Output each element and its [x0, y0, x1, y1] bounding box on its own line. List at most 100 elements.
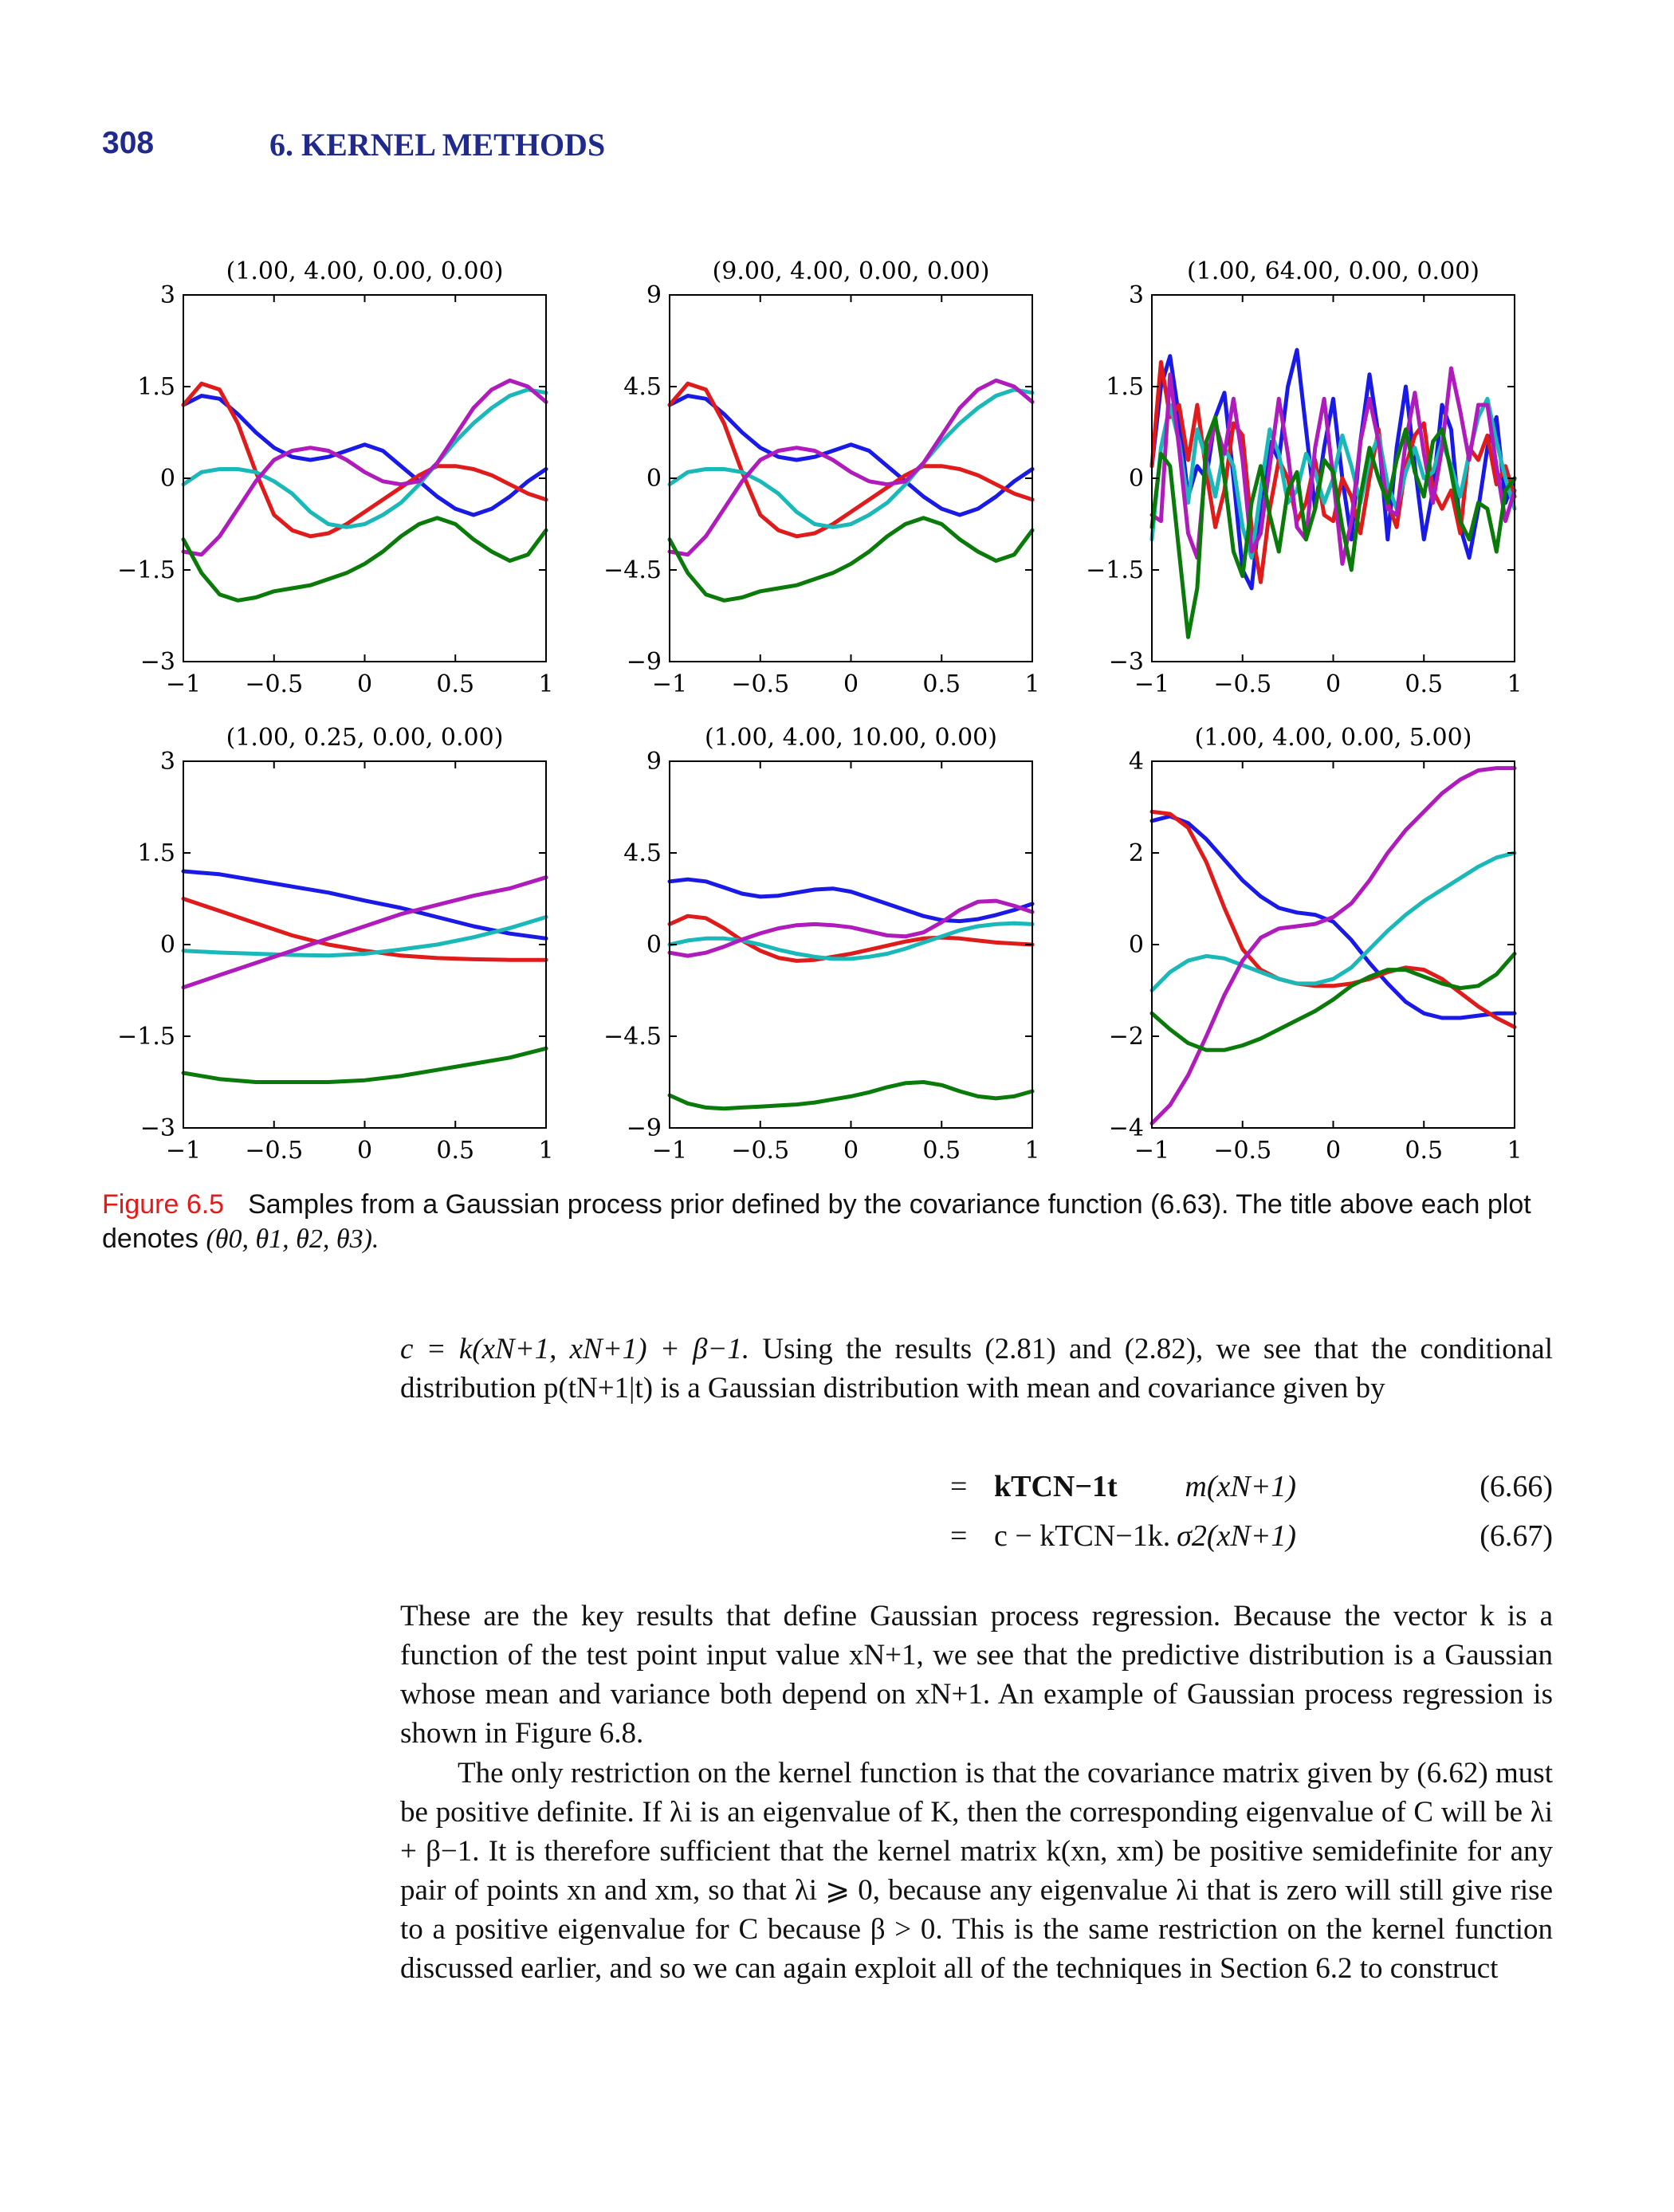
equation-number: (6.66) [1479, 1470, 1553, 1503]
y-tick-label: 1.5 [1106, 373, 1144, 401]
series-line [667, 921, 1035, 961]
y-tick-label: −1.5 [1086, 556, 1144, 584]
y-tick-label: 0 [1129, 465, 1144, 493]
paragraph-1-math: c = k(xN+1, xN+1) + β−1. [400, 1333, 750, 1365]
y-tick-label: −1.5 [117, 1023, 175, 1051]
x-tick-label: 1 [538, 670, 553, 698]
series-line [1149, 851, 1517, 992]
y-tick-label: −3 [1109, 648, 1144, 676]
series-line [181, 875, 548, 990]
y-tick-label: −2 [1109, 1023, 1144, 1051]
x-tick-label: −1 [652, 670, 687, 698]
plot-frame [1151, 760, 1515, 1129]
x-tick-label: −0.5 [245, 670, 303, 698]
paragraph-2: These are the key results that define Ga… [400, 1600, 1553, 1750]
series-line [667, 381, 1035, 539]
y-tick-label: −3 [140, 648, 175, 676]
x-tick-label: 0 [357, 670, 372, 698]
paragraph-1-text: Using the results (2.81) and (2.82), we … [400, 1333, 1553, 1405]
plot-frame [183, 760, 547, 1129]
x-tick-label: −1 [652, 1137, 687, 1165]
x-tick-label: −0.5 [1213, 1137, 1271, 1165]
y-tick-label: 4 [1129, 748, 1144, 776]
x-tick-label: −0.5 [1213, 670, 1271, 698]
figure-6-5: (1.00, 4.00, 0.00, 0.00) −1 −0.5 0 0.5 1 3 1.5 0… [117, 257, 1523, 1165]
series-line [667, 898, 1035, 958]
series-line [667, 877, 1035, 924]
chart-panel-6: (1.00, 4.00, 0.00, 5.00) −1 −0.5 0 0.5 1 4 2 0 −2… [1109, 724, 1523, 1165]
series-line [181, 516, 548, 603]
x-tick-label: 0 [357, 1137, 372, 1165]
equation-number: (6.67) [1479, 1519, 1553, 1553]
series-line [181, 1046, 548, 1084]
equation-lhs: m(xN+1) [1185, 1470, 1296, 1503]
y-tick-label: 0 [1129, 931, 1144, 959]
series-line [667, 1080, 1035, 1111]
x-tick-label: −1 [1134, 1137, 1169, 1165]
plot-frame [183, 294, 547, 662]
chart-title: (1.00, 4.00, 10.00, 0.00) [705, 724, 997, 752]
x-tick-label: −0.5 [731, 1137, 789, 1165]
x-tick-label: 1 [1507, 1137, 1522, 1165]
series-line [181, 394, 548, 517]
chart-title: (1.00, 64.00, 0.00, 0.00) [1187, 257, 1479, 285]
plot-frame [669, 294, 1033, 662]
y-tick-label: 0 [646, 465, 662, 493]
x-tick-label: −1 [166, 670, 201, 698]
x-tick-label: 0 [1326, 1137, 1341, 1165]
chart-title: (1.00, 4.00, 0.00, 0.00) [226, 257, 504, 285]
x-tick-label: 1 [1024, 1137, 1039, 1165]
x-tick-label: 0 [843, 670, 859, 698]
y-tick-label: 1.5 [137, 839, 175, 867]
x-tick-label: −0.5 [731, 670, 789, 698]
series-line [181, 915, 548, 958]
paragraph-3: The only restriction on the kernel funct… [400, 1757, 1553, 1985]
y-tick-label: 0 [646, 931, 662, 959]
series-line [667, 387, 1035, 529]
series-line [181, 897, 548, 962]
y-tick-label: 3 [160, 748, 175, 776]
caption-math: (θ0, θ1, θ2, θ3). [206, 1224, 379, 1254]
y-tick-label: 4.5 [623, 373, 662, 401]
y-tick-label: −9 [627, 648, 662, 676]
chart-title: (1.00, 4.00, 0.00, 5.00) [1195, 724, 1472, 752]
series-line [1149, 415, 1517, 639]
figure-label: Figure 6.5 [102, 1189, 225, 1220]
series-line [667, 394, 1035, 517]
chart-panel-1: (1.00, 4.00, 0.00, 0.00) −1 −0.5 0 0.5 1 3 1.5 0… [117, 257, 553, 698]
series-line [1149, 952, 1517, 1052]
series-line [181, 869, 548, 941]
equation-rhs: c − kTCN−1k. [994, 1519, 1171, 1553]
x-tick-label: 0.5 [1405, 1137, 1443, 1165]
y-tick-label: −4.5 [603, 1023, 662, 1051]
paragraph-1: c = k(xN+1, xN+1) + β−1. Using the resul… [400, 1330, 1553, 1408]
series-line [1149, 809, 1517, 1029]
x-tick-label: 0.5 [922, 1137, 961, 1165]
series-line [667, 913, 1035, 963]
equation-op: = [950, 1470, 968, 1503]
y-tick-label: 3 [160, 281, 175, 309]
equation-6-67: σ2(xN+1) = c − kTCN−1k. (6.67) [400, 1519, 1553, 1563]
x-tick-label: 1 [538, 1137, 553, 1165]
y-tick-label: 0 [160, 465, 175, 493]
x-tick-label: 0.5 [436, 1137, 474, 1165]
equation-lhs: σ2(xN+1) [1177, 1519, 1296, 1553]
y-tick-label: 9 [646, 281, 662, 309]
chapter-title: 6. KERNEL METHODS [269, 127, 606, 163]
x-tick-label: 0 [1326, 670, 1341, 698]
equation-6-66: m(xN+1) = kTCN−1t (6.66) [400, 1469, 1553, 1514]
x-tick-label: 0.5 [436, 670, 474, 698]
series-line [181, 378, 548, 557]
page-number: 308 [102, 126, 155, 160]
equation-rhs: kTCN−1t [994, 1470, 1118, 1503]
chart-title: (9.00, 4.00, 0.00, 0.00) [713, 257, 990, 285]
series-line [667, 378, 1035, 557]
y-tick-label: 0 [160, 931, 175, 959]
y-tick-label: −4 [1109, 1114, 1144, 1142]
chart-panel-5: (1.00, 4.00, 10.00, 0.00) −1 −0.5 0 0.5 1 9 4.5… [603, 724, 1039, 1165]
equations: m(xN+1) = kTCN−1t (6.66) σ2(xN+1) = c − … [400, 1469, 1553, 1565]
chart-panel-2: (9.00, 4.00, 0.00, 0.00) −1 −0.5 0 0.5 1 9 4.5 0… [603, 257, 1039, 698]
series-line [1149, 766, 1517, 1126]
x-tick-label: −0.5 [245, 1137, 303, 1165]
y-tick-label: 9 [646, 748, 662, 776]
